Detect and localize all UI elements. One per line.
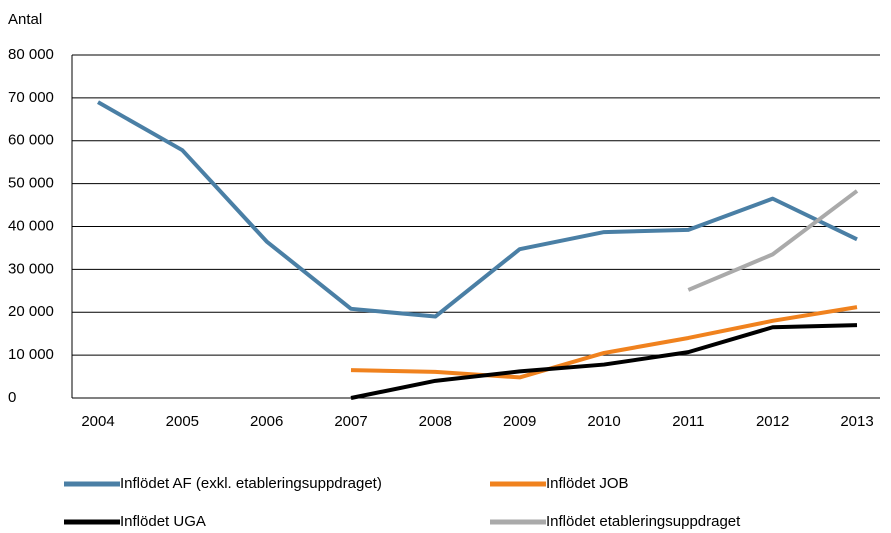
y-axis-label: Antal [8, 11, 42, 28]
x-tick-label: 2005 [166, 413, 199, 430]
legend-label: Inflödet JOB [546, 475, 629, 492]
y-tick-label: 0 [8, 389, 16, 406]
series-line [350, 323, 858, 400]
series-line [350, 305, 858, 380]
legend-label: Inflödet UGA [120, 513, 206, 530]
legend-label: Inflödet AF (exkl. etableringsuppdraget) [120, 475, 382, 492]
x-tick-label: 2006 [250, 413, 283, 430]
x-tick-label: 2007 [334, 413, 367, 430]
x-tick-label: 2008 [419, 413, 452, 430]
x-tick-label: 2004 [81, 413, 114, 430]
x-tick-label: 2012 [756, 413, 789, 430]
y-tick-label: 10 000 [8, 346, 54, 363]
y-tick-label: 40 000 [8, 217, 54, 234]
y-tick-label: 30 000 [8, 260, 54, 277]
y-tick-label: 70 000 [8, 89, 54, 106]
legend-label: Inflödet etableringsuppdraget [546, 513, 741, 530]
series-line [97, 100, 858, 319]
x-tick-label: 2010 [587, 413, 620, 430]
y-tick-label: 50 000 [8, 175, 54, 192]
series-line [687, 189, 859, 292]
y-tick-label: 20 000 [8, 303, 54, 320]
x-tick-label: 2011 [672, 413, 704, 430]
y-tick-label: 80 000 [8, 46, 54, 63]
y-tick-label: 60 000 [8, 132, 54, 149]
x-tick-label: 2009 [503, 413, 536, 430]
x-tick-label: 2013 [840, 413, 873, 430]
